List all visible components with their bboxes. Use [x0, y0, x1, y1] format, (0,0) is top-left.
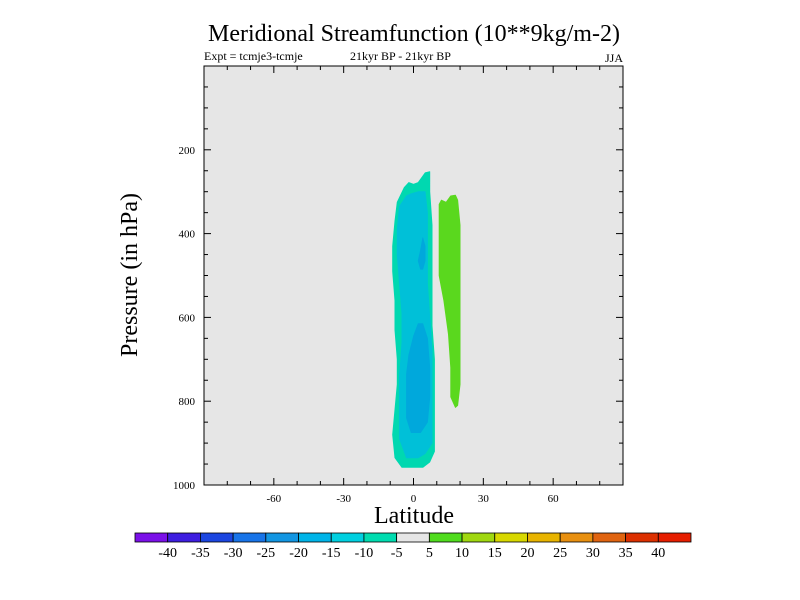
colorbar-label: -10 — [355, 546, 374, 561]
contour-region-3 — [406, 323, 431, 434]
colorbar-label: -35 — [191, 546, 210, 561]
experiment-label: Expt = tcmje3-tcmje — [204, 49, 303, 63]
tick-labels: -60 -30 0 30 60 200 400 600 800 1000 — [173, 145, 559, 505]
colorbar-label: -25 — [256, 546, 275, 561]
y-tick-label: 600 — [179, 312, 196, 324]
colorbar-swatch — [592, 532, 626, 543]
colorbar-swatch — [134, 532, 169, 543]
colorbar-label: -40 — [158, 546, 177, 561]
colorbar: -40 -35 -30 -25 -20 -15 -10 -5 5 10 15 20 25 30 35 40 — [134, 532, 692, 561]
colorbar-swatch — [461, 532, 496, 543]
colorbar-label: -15 — [322, 546, 341, 561]
colorbar-swatch — [527, 532, 561, 543]
y-tick-label: 800 — [179, 396, 196, 408]
axis-ticks — [204, 66, 623, 485]
y-tick-label: 1000 — [173, 480, 196, 492]
chart-title: Meridional Streamfunction (10**9kg/m-2) — [208, 21, 620, 47]
x-tick-label: 30 — [478, 493, 490, 505]
x-tick-label: 0 — [411, 493, 417, 505]
colorbar-swatch — [167, 532, 201, 543]
colorbar-label: -20 — [289, 546, 308, 561]
colorbar-swatch — [625, 532, 659, 543]
colorbar-swatch — [428, 532, 463, 543]
contour-region-4 — [417, 237, 426, 270]
contour-layer — [392, 171, 461, 468]
colorbar-label: 30 — [586, 546, 600, 561]
colorbar-swatch — [363, 532, 398, 543]
y-tick-label: 200 — [179, 145, 196, 157]
y-tick-label: 400 — [179, 229, 196, 241]
plot-frame — [203, 65, 624, 486]
colorbar-swatch — [494, 532, 528, 543]
colorbar-swatch — [330, 532, 365, 543]
period-label: 21kyr BP - 21kyr BP — [350, 49, 451, 63]
colorbar-label: 10 — [455, 546, 469, 561]
colorbar-label: 25 — [553, 546, 567, 561]
colorbar-label: -5 — [391, 546, 403, 561]
x-tick-label: 60 — [548, 493, 560, 505]
x-tick-label: -60 — [266, 493, 281, 505]
colorbar-label: 5 — [426, 546, 433, 561]
colorbar-label: 40 — [651, 546, 665, 561]
colorbar-label: -30 — [224, 546, 243, 561]
colorbar-label: 20 — [520, 546, 534, 561]
y-axis-label: Pressure (in hPa) — [117, 193, 143, 357]
colorbar-swatch — [232, 532, 267, 543]
x-tick-label: -30 — [336, 493, 351, 505]
contour-region-5 — [438, 194, 461, 408]
season-label: JJA — [605, 51, 623, 65]
colorbar-swatch — [657, 532, 692, 543]
colorbar-label: 35 — [619, 546, 633, 561]
colorbar-swatch — [265, 532, 299, 543]
colorbar-swatch — [559, 532, 594, 543]
colorbar-swatch — [200, 532, 234, 543]
x-axis-label: Latitude — [374, 503, 454, 529]
colorbar-swatch — [298, 532, 332, 543]
colorbar-swatch — [396, 532, 430, 543]
colorbar-label: 15 — [488, 546, 502, 561]
